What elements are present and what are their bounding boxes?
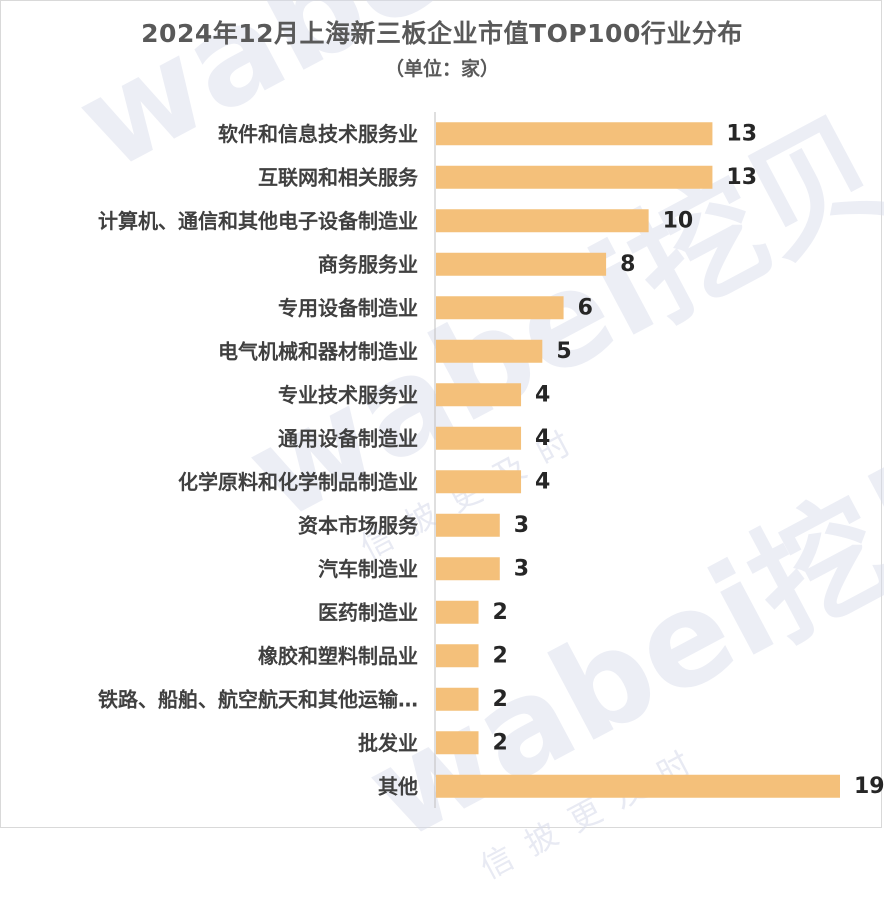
bar — [436, 600, 479, 624]
bar — [436, 557, 500, 581]
bar — [436, 470, 522, 494]
bar — [436, 774, 840, 798]
category-label: 商务服务业 — [318, 252, 418, 276]
category-label: 橡胶和塑料制品业 — [258, 644, 418, 668]
value-label: 13 — [726, 121, 757, 146]
value-label: 6 — [578, 295, 593, 320]
category-label: 电气机械和器材制造业 — [218, 339, 418, 363]
category-label: 其他 — [378, 774, 418, 798]
value-label: 3 — [514, 556, 529, 581]
bar — [436, 687, 479, 711]
bar — [436, 296, 564, 320]
category-label: 化学原料和化学制品制造业 — [178, 470, 418, 494]
value-label: 4 — [535, 469, 550, 494]
bar — [436, 122, 713, 146]
category-label: 通用设备制造业 — [278, 426, 418, 450]
bar — [436, 209, 649, 233]
category-label: 软件和信息技术服务业 — [218, 122, 418, 146]
value-label: 3 — [514, 513, 529, 538]
value-label: 5 — [556, 339, 571, 364]
value-label: 2 — [493, 687, 508, 712]
bar — [436, 383, 522, 407]
category-label: 专业技术服务业 — [278, 383, 418, 407]
category-label: 批发业 — [358, 731, 418, 755]
chart-title: 2024年12月上海新三板企业市值TOP100行业分布 — [141, 19, 743, 48]
bar — [436, 339, 543, 363]
category-label: 资本市场服务 — [298, 513, 419, 537]
category-label: 汽车制造业 — [318, 557, 418, 581]
category-label: 铁路、船舶、航空航天和其他运输… — [98, 687, 418, 711]
value-label: 10 — [663, 208, 694, 233]
chart-subtitle: （单位：家） — [384, 58, 499, 80]
category-label: 计算机、通信和其他电子设备制造业 — [98, 209, 418, 233]
value-label: 4 — [535, 426, 550, 451]
bar — [436, 165, 713, 189]
category-label: 医药制造业 — [318, 600, 418, 624]
value-label: 8 — [620, 252, 635, 277]
bar — [436, 731, 479, 755]
value-label: 19 — [854, 774, 884, 799]
value-label: 13 — [726, 165, 757, 190]
chart-frame — [0, 0, 882, 828]
value-label: 2 — [493, 600, 508, 625]
bar-chart: 软件和信息技术服务业 13 互联网和相关服务 13 计算机、通信和其他电子设备制造业 10… — [98, 112, 884, 808]
bar — [436, 644, 479, 668]
bar — [436, 426, 522, 450]
category-label: 专用设备制造业 — [278, 296, 418, 320]
bar — [436, 513, 500, 537]
value-label: 2 — [493, 643, 508, 668]
category-label: 互联网和相关服务 — [258, 165, 419, 189]
value-label: 4 — [535, 382, 550, 407]
value-label: 2 — [493, 730, 508, 755]
bar — [436, 252, 607, 276]
